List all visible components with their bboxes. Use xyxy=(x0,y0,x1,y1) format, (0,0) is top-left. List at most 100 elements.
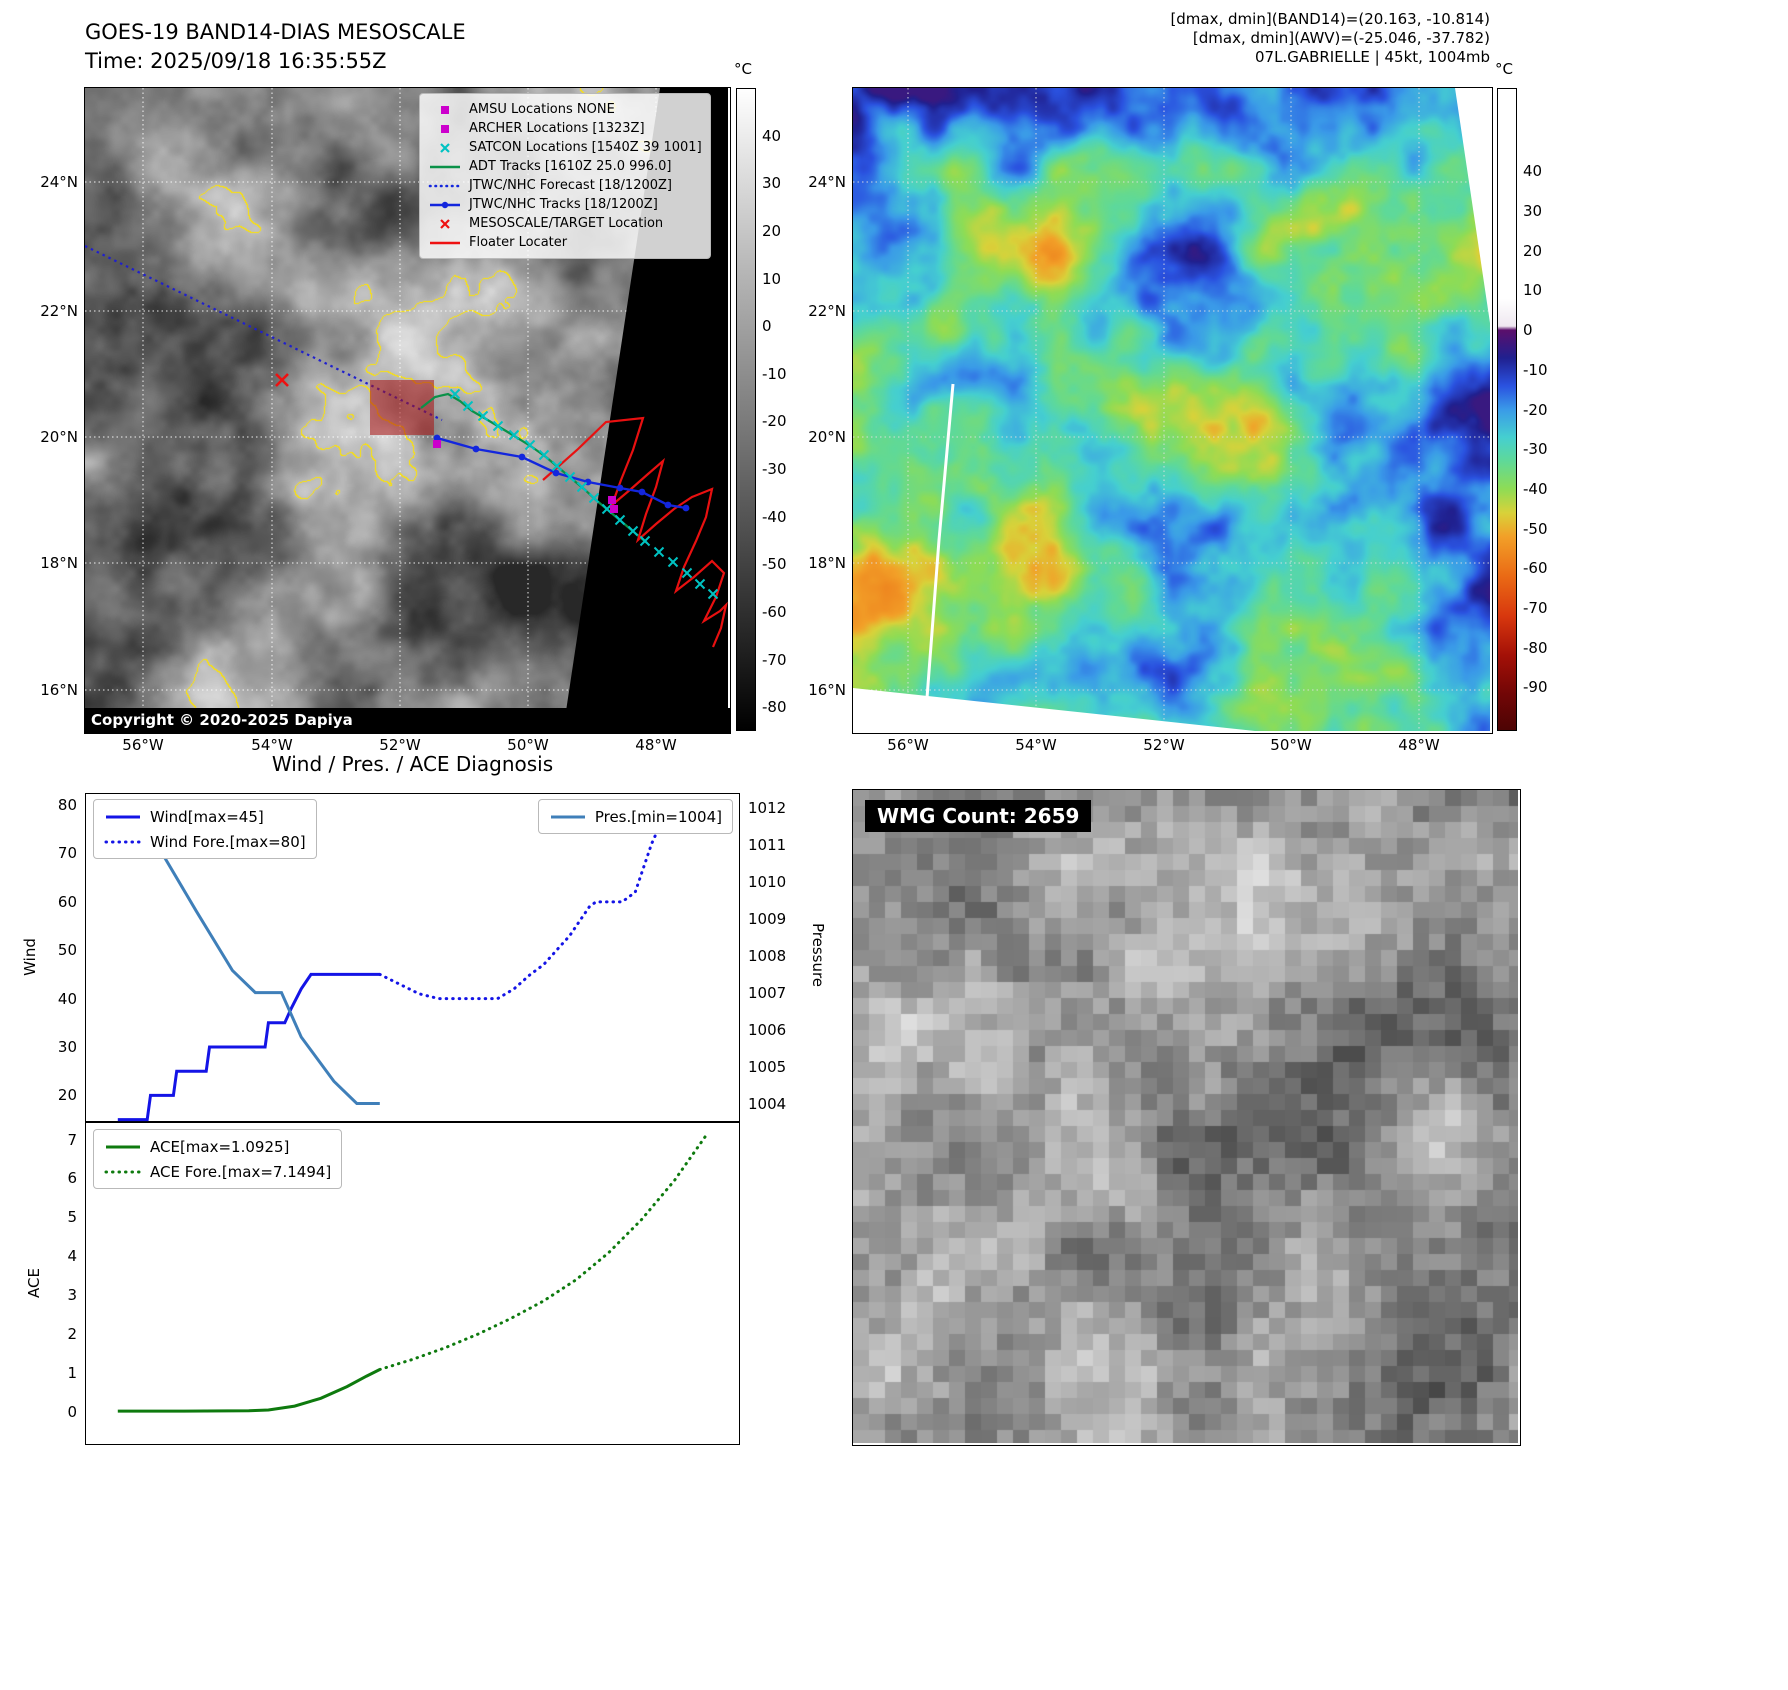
band14-colorbar-tick: 30 xyxy=(762,174,782,193)
map-legend-label: ADT Tracks [1610Z 25.0 996.0] xyxy=(469,159,672,174)
band14-map: AMSU Locations NONE ARCHER Locations [132… xyxy=(84,87,731,734)
map-legend-label: ARCHER Locations [1323Z] xyxy=(469,121,645,136)
band14-legend: AMSU Locations NONE ARCHER Locations [132… xyxy=(419,93,711,259)
wind-axis-tick: 20 xyxy=(57,1086,77,1105)
band14-colorbar-tick: -30 xyxy=(762,460,787,479)
band14-colorbar-unit: °C xyxy=(734,60,752,78)
awv-colorbar-tick: -40 xyxy=(1523,479,1548,498)
pressure-axis-label: Pressure xyxy=(809,922,827,988)
awv-map xyxy=(852,87,1493,734)
map-legend-label: JTWC/NHC Forecast [18/1200Z] xyxy=(469,178,672,193)
awv-lon-tick: 56°W xyxy=(887,736,929,754)
map-legend-entry: JTWC/NHC Tracks [18/1200Z] xyxy=(428,195,702,214)
awv-colorbar-tick: -20 xyxy=(1523,400,1548,419)
legend-entry-label: ACE Fore.[max=7.1494] xyxy=(150,1162,332,1181)
band14-lat-tick: 22°N xyxy=(40,302,78,320)
ace-axis-tick: 4 xyxy=(67,1247,77,1266)
awv-header: [dmax, dmin](BAND14)=(20.163, -10.814) [… xyxy=(1170,10,1490,67)
wind-axis-tick: 40 xyxy=(57,989,77,1008)
map-legend-label: MESOSCALE/TARGET Location xyxy=(469,216,664,231)
map-legend-entry: JTWC/NHC Forecast [18/1200Z] xyxy=(428,176,702,195)
line-legend-marker xyxy=(430,241,460,244)
ace-axis-tick: 7 xyxy=(67,1130,77,1149)
band14-colorbar-tick: -20 xyxy=(762,412,787,431)
ace-axis-tick: 1 xyxy=(67,1364,77,1382)
pressure-legend: Pres.[min=1004] xyxy=(537,799,733,834)
awv-colorbar-tick: -60 xyxy=(1523,559,1548,578)
series-wind-fore-max-80- xyxy=(378,803,693,1001)
map-legend-label: SATCON Locations [1540Z 39 1001] xyxy=(469,140,702,155)
band14-lat-tick: 24°N xyxy=(40,173,78,191)
band14-colorbar-tick: -10 xyxy=(762,364,787,383)
wind-axis-tick: 80 xyxy=(57,796,77,815)
awv-lon-tick: 50°W xyxy=(1270,736,1312,754)
map-legend-label: AMSU Locations NONE xyxy=(469,102,615,117)
awv-colorbar-unit: °C xyxy=(1495,60,1513,78)
ace-axis-tick: 0 xyxy=(67,1402,77,1421)
pressure-axis-tick: 1004 xyxy=(748,1094,787,1113)
map-legend-entry: MESOSCALE/TARGET Location xyxy=(428,214,702,233)
colorbar-frame xyxy=(736,88,756,731)
wmg-count-label: WMG Count: 2659 xyxy=(865,800,1092,832)
dotted-legend-marker xyxy=(428,184,462,187)
awv-dmax-band14: [dmax, dmin](BAND14)=(20.163, -10.814) xyxy=(1170,10,1490,28)
map-legend-entry: SATCON Locations [1540Z 39 1001] xyxy=(428,138,702,157)
ace-axis-tick: 2 xyxy=(67,1325,77,1344)
awv-satellite-image xyxy=(853,88,1490,731)
pressure-axis-tick: 1006 xyxy=(748,1020,787,1039)
pressure-axis-tick: 1005 xyxy=(748,1057,787,1076)
x-legend-marker xyxy=(440,142,450,153)
legend-line-sample xyxy=(550,815,585,818)
series-wind-max-45- xyxy=(117,972,380,1122)
pressure-axis-tick: 1009 xyxy=(748,909,787,928)
pressure-axis-tick: 1010 xyxy=(748,872,787,891)
band14-lat-tick: 18°N xyxy=(40,554,78,572)
band14-colorbar-tick: -40 xyxy=(762,507,787,526)
awv-storm-info: 07L.GABRIELLE | 45kt, 1004mb xyxy=(1255,48,1490,66)
legend-entry-label: Pres.[min=1004] xyxy=(594,807,722,826)
wind-axis-label: Wind xyxy=(21,938,39,976)
band14-colorbar-tick: 40 xyxy=(762,126,782,145)
band14-title-block: GOES-19 BAND14-DIAS MESOSCALE Time: 2025… xyxy=(85,18,466,76)
awv-colorbar-tick: 0 xyxy=(1523,321,1533,340)
colorbar-gradient xyxy=(736,88,756,731)
wind-legend: Wind[max=45] Wind Fore.[max=80] xyxy=(93,799,317,859)
legend-entry-label: Wind[max=45] xyxy=(150,807,264,826)
map-legend-entry: AMSU Locations NONE xyxy=(428,100,702,119)
line-dot-legend-marker xyxy=(430,201,460,208)
ace-legend: ACE[max=1.0925] ACE Fore.[max=7.1494] xyxy=(93,1129,343,1189)
awv-lat-tick: 24°N xyxy=(808,173,846,191)
legend-entry-label: ACE[max=1.0925] xyxy=(150,1137,290,1156)
wind-axis-tick: 70 xyxy=(57,844,77,863)
awv-colorbar-tick: -70 xyxy=(1523,598,1548,617)
legend-entry: Pres.[min=1004] xyxy=(549,804,722,829)
band14-time: Time: 2025/09/18 16:35:55Z xyxy=(85,49,387,73)
wind-axis-tick: 60 xyxy=(57,892,77,911)
band14-lon-tick: 54°W xyxy=(251,736,293,754)
square-legend-marker xyxy=(441,105,449,114)
awv-colorbar-tick: -80 xyxy=(1523,638,1548,657)
band14-lon-tick: 52°W xyxy=(379,736,421,754)
legend-entry: Wind[max=45] xyxy=(104,804,306,829)
band14-colorbar-tick: -50 xyxy=(762,555,787,574)
copyright-bar: Copyright © 2020-2025 Dapiya xyxy=(85,708,730,733)
ace-axis-label: ACE xyxy=(25,1268,43,1298)
legend-line-sample xyxy=(106,815,140,818)
awv-dmax-awv: [dmax, dmin](AWV)=(-25.046, -37.782) xyxy=(1192,29,1490,47)
band14-colorbar xyxy=(736,88,756,731)
band14-colorbar-tick: 10 xyxy=(762,269,782,288)
awv-lat-tick: 20°N xyxy=(808,428,846,446)
legend-line-sample xyxy=(104,1170,142,1173)
diagnosis-title: Wind / Pres. / ACE Diagnosis xyxy=(271,752,554,776)
awv-colorbar-tick: -90 xyxy=(1523,678,1548,697)
ace-axis-tick: 3 xyxy=(67,1286,77,1305)
wmg-image xyxy=(853,790,1518,1443)
legend-line-sample xyxy=(104,840,142,843)
map-legend-label: JTWC/NHC Tracks [18/1200Z] xyxy=(469,197,658,212)
awv-colorbar-tick: -10 xyxy=(1523,360,1548,379)
awv-lon-tick: 52°W xyxy=(1143,736,1185,754)
awv-colorbar-tick: 10 xyxy=(1523,281,1543,300)
square-legend-marker xyxy=(441,124,449,133)
ace-axis-tick: 5 xyxy=(67,1208,77,1227)
pressure-axis-tick: 1007 xyxy=(748,983,787,1002)
